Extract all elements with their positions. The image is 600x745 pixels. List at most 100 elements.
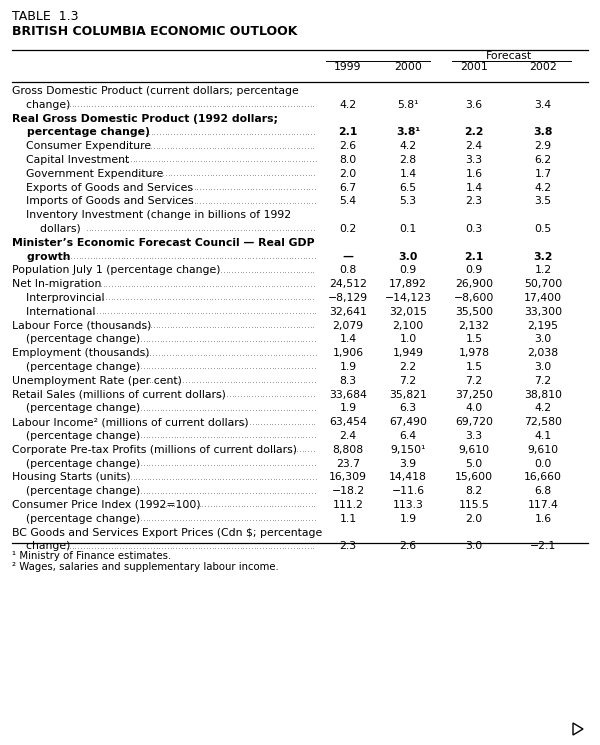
Text: 2.9: 2.9 — [535, 142, 551, 151]
Text: 2.4: 2.4 — [340, 431, 356, 441]
Text: 0.2: 0.2 — [340, 224, 356, 234]
Text: 1.9: 1.9 — [400, 514, 416, 524]
Text: 1,949: 1,949 — [392, 348, 424, 358]
Text: −2.1: −2.1 — [530, 542, 556, 551]
Text: 6.7: 6.7 — [340, 183, 356, 193]
Text: 1.6: 1.6 — [535, 514, 551, 524]
Text: 2,100: 2,100 — [392, 320, 424, 331]
Text: 3.8¹: 3.8¹ — [396, 127, 420, 137]
Text: 4.2: 4.2 — [535, 183, 551, 193]
Text: (percentage change): (percentage change) — [12, 403, 140, 413]
Text: 67,490: 67,490 — [389, 417, 427, 427]
Text: 72,580: 72,580 — [524, 417, 562, 427]
Text: 16,660: 16,660 — [524, 472, 562, 483]
Text: 5.3: 5.3 — [400, 197, 416, 206]
Text: 38,810: 38,810 — [524, 390, 562, 399]
Text: 3.4: 3.4 — [535, 100, 551, 110]
Text: Forecast: Forecast — [485, 51, 532, 61]
Text: 5.0: 5.0 — [466, 459, 482, 469]
Text: 8.3: 8.3 — [340, 375, 356, 386]
Text: 6.4: 6.4 — [400, 431, 416, 441]
Text: 24,512: 24,512 — [329, 279, 367, 289]
Text: 2001: 2001 — [460, 62, 488, 72]
Text: 35,821: 35,821 — [389, 390, 427, 399]
Text: 0.3: 0.3 — [466, 224, 482, 234]
Text: 2,079: 2,079 — [332, 320, 364, 331]
Text: −11.6: −11.6 — [391, 486, 425, 496]
Text: 1.4: 1.4 — [466, 183, 482, 193]
Text: 9,150¹: 9,150¹ — [391, 445, 425, 454]
Text: 2.0: 2.0 — [340, 169, 356, 179]
Text: dollars): dollars) — [12, 224, 81, 234]
Text: 2.1: 2.1 — [464, 252, 484, 261]
Text: 1.4: 1.4 — [340, 335, 356, 344]
Text: 2.2: 2.2 — [400, 362, 416, 372]
Text: 5.4: 5.4 — [340, 197, 356, 206]
Text: 113.3: 113.3 — [392, 500, 424, 510]
Text: 3.0: 3.0 — [535, 362, 551, 372]
Text: —: — — [343, 252, 353, 261]
Text: 2.0: 2.0 — [466, 514, 482, 524]
Text: 117.4: 117.4 — [527, 500, 559, 510]
Text: TABLE  1.3: TABLE 1.3 — [12, 10, 79, 23]
Text: 14,418: 14,418 — [389, 472, 427, 483]
Text: change): change) — [12, 542, 70, 551]
Text: Employment (thousands): Employment (thousands) — [12, 348, 149, 358]
Text: 4.2: 4.2 — [535, 403, 551, 413]
Text: Labour Force (thousands): Labour Force (thousands) — [12, 320, 151, 331]
Text: ¹ Ministry of Finance estimates.: ¹ Ministry of Finance estimates. — [12, 551, 171, 561]
Text: Unemployment Rate (per cent): Unemployment Rate (per cent) — [12, 375, 182, 386]
Text: 23.7: 23.7 — [336, 459, 360, 469]
Text: 32,015: 32,015 — [389, 307, 427, 317]
Text: 3.2: 3.2 — [533, 252, 553, 261]
Text: (percentage change): (percentage change) — [12, 514, 140, 524]
Text: 6.8: 6.8 — [535, 486, 551, 496]
Text: Interprovincial: Interprovincial — [12, 293, 104, 303]
Text: 33,684: 33,684 — [329, 390, 367, 399]
Text: percentage change): percentage change) — [12, 127, 150, 137]
Text: 3.6: 3.6 — [466, 100, 482, 110]
Text: 0.8: 0.8 — [340, 265, 356, 276]
Text: 15,600: 15,600 — [455, 472, 493, 483]
Text: Consumer Expenditure: Consumer Expenditure — [12, 142, 151, 151]
Text: 4.0: 4.0 — [466, 403, 482, 413]
Text: 7.2: 7.2 — [466, 375, 482, 386]
Text: 1.4: 1.4 — [400, 169, 416, 179]
Text: Population July 1 (percentage change): Population July 1 (percentage change) — [12, 265, 221, 276]
Text: 4.2: 4.2 — [340, 100, 356, 110]
Text: 1,906: 1,906 — [332, 348, 364, 358]
Text: Minister’s Economic Forecast Council — Real GDP: Minister’s Economic Forecast Council — R… — [12, 238, 314, 248]
Text: 2,132: 2,132 — [458, 320, 490, 331]
Text: 3.9: 3.9 — [400, 459, 416, 469]
Text: BRITISH COLUMBIA ECONOMIC OUTLOOK: BRITISH COLUMBIA ECONOMIC OUTLOOK — [12, 25, 298, 38]
Text: 1,978: 1,978 — [458, 348, 490, 358]
Text: 69,720: 69,720 — [455, 417, 493, 427]
Text: 2.2: 2.2 — [464, 127, 484, 137]
Text: (percentage change): (percentage change) — [12, 459, 140, 469]
Text: 1.1: 1.1 — [340, 514, 356, 524]
Text: 1999: 1999 — [334, 62, 362, 72]
Text: 2000: 2000 — [394, 62, 422, 72]
Text: Imports of Goods and Services: Imports of Goods and Services — [12, 197, 194, 206]
Text: 8.0: 8.0 — [340, 155, 356, 165]
Text: 3.8: 3.8 — [533, 127, 553, 137]
Text: 111.2: 111.2 — [332, 500, 364, 510]
Text: 26,900: 26,900 — [455, 279, 493, 289]
Text: 6.3: 6.3 — [400, 403, 416, 413]
Text: 6.2: 6.2 — [535, 155, 551, 165]
Text: 2.4: 2.4 — [466, 142, 482, 151]
Text: BC Goods and Services Export Prices (Cdn $; percentage: BC Goods and Services Export Prices (Cdn… — [12, 527, 322, 538]
Text: 0.1: 0.1 — [400, 224, 416, 234]
Text: Consumer Price Index (1992=100): Consumer Price Index (1992=100) — [12, 500, 200, 510]
Text: Retail Sales (millions of current dollars): Retail Sales (millions of current dollar… — [12, 390, 226, 399]
Text: 7.2: 7.2 — [535, 375, 551, 386]
Text: Net In-migration: Net In-migration — [12, 279, 101, 289]
Text: 2.6: 2.6 — [400, 542, 416, 551]
Text: 1.2: 1.2 — [535, 265, 551, 276]
Text: 0.9: 0.9 — [466, 265, 482, 276]
Text: growth: growth — [12, 252, 71, 261]
Text: 50,700: 50,700 — [524, 279, 562, 289]
Text: 9,610: 9,610 — [527, 445, 559, 454]
Text: 3.0: 3.0 — [398, 252, 418, 261]
Text: 33,300: 33,300 — [524, 307, 562, 317]
